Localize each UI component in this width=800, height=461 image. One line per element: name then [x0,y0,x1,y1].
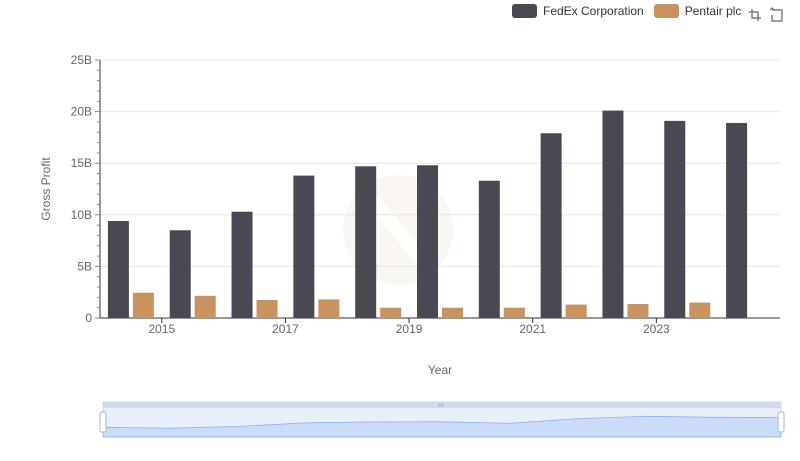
bar-fedex-2018[interactable] [355,166,377,318]
bar-pentair-2015[interactable] [194,295,216,318]
y-tick-label: 0 [85,311,92,325]
x-tick-labels: 2015 2017 2019 2021 2023 [148,322,670,336]
bar-fedex-2017[interactable] [293,175,315,318]
zoom-icon[interactable] [746,6,764,24]
data-zoom-right-handle[interactable] [777,411,785,433]
legend-label-fedex: FedEx Corporation [543,4,644,18]
bar-pentair-2018[interactable] [380,307,402,318]
legend-label-pentair: Pentair plc [684,4,742,18]
bar-fedex-2023[interactable] [664,120,686,318]
y-tick-label: 10B [71,208,92,222]
toolbox [746,6,790,24]
y-tick-label: 15B [71,156,92,170]
y-tick-label: 5B [77,259,92,273]
y-axis-label: Gross Profit [39,157,53,221]
bar-pentair-2014[interactable] [132,292,154,318]
legend: FedEx Corporation Pentair plc [512,4,751,18]
data-zoom-grip-icon [438,403,444,407]
bar-pentair-2017[interactable] [318,299,340,318]
bar-fedex-2022[interactable] [602,110,624,319]
data-zoom-left-handle[interactable] [99,411,107,433]
y-tick-label: 25B [71,53,92,67]
y-tick-labels: 0 5B 10B 15B 20B 25B [71,53,93,325]
bar-fedex-2014[interactable] [107,220,129,318]
x-tick-label: 2023 [643,322,670,336]
bar-fedex-2020[interactable] [478,180,500,318]
x-tick-label: 2017 [272,322,299,336]
legend-item-pentair[interactable]: Pentair plc [653,4,742,18]
x-tick-label: 2021 [519,322,546,336]
bar-fedex-2021[interactable] [540,133,562,318]
bar-fedex-2019[interactable] [417,165,438,318]
x-tick-label: 2015 [148,322,175,336]
bar-pentair-2022[interactable] [627,304,649,318]
x-tick-label: 2019 [396,322,423,336]
bar-pentair-2016[interactable] [256,299,278,318]
data-zoom-top-bar[interactable] [103,402,781,408]
bar-pentair-2019[interactable] [442,307,463,318]
x-axis-label: Year [428,363,452,377]
bar-pentair-2020[interactable] [503,307,525,318]
legend-swatch-pentair [653,4,679,18]
data-zoom-slider[interactable] [99,401,785,438]
bar-fedex-2024[interactable] [726,122,748,319]
legend-swatch-fedex [512,4,537,18]
zoom-reset-icon[interactable] [768,6,786,24]
data-zoom-preview [102,415,782,438]
bar-fedex-2015[interactable] [169,230,191,318]
legend-item-fedex[interactable]: FedEx Corporation [512,4,644,18]
bar-pentair-2023[interactable] [689,302,711,318]
y-tick-label: 20B [71,105,92,119]
bar-pentair-2021[interactable] [565,304,587,318]
bar-fedex-2016[interactable] [231,211,253,318]
bars [107,110,748,319]
